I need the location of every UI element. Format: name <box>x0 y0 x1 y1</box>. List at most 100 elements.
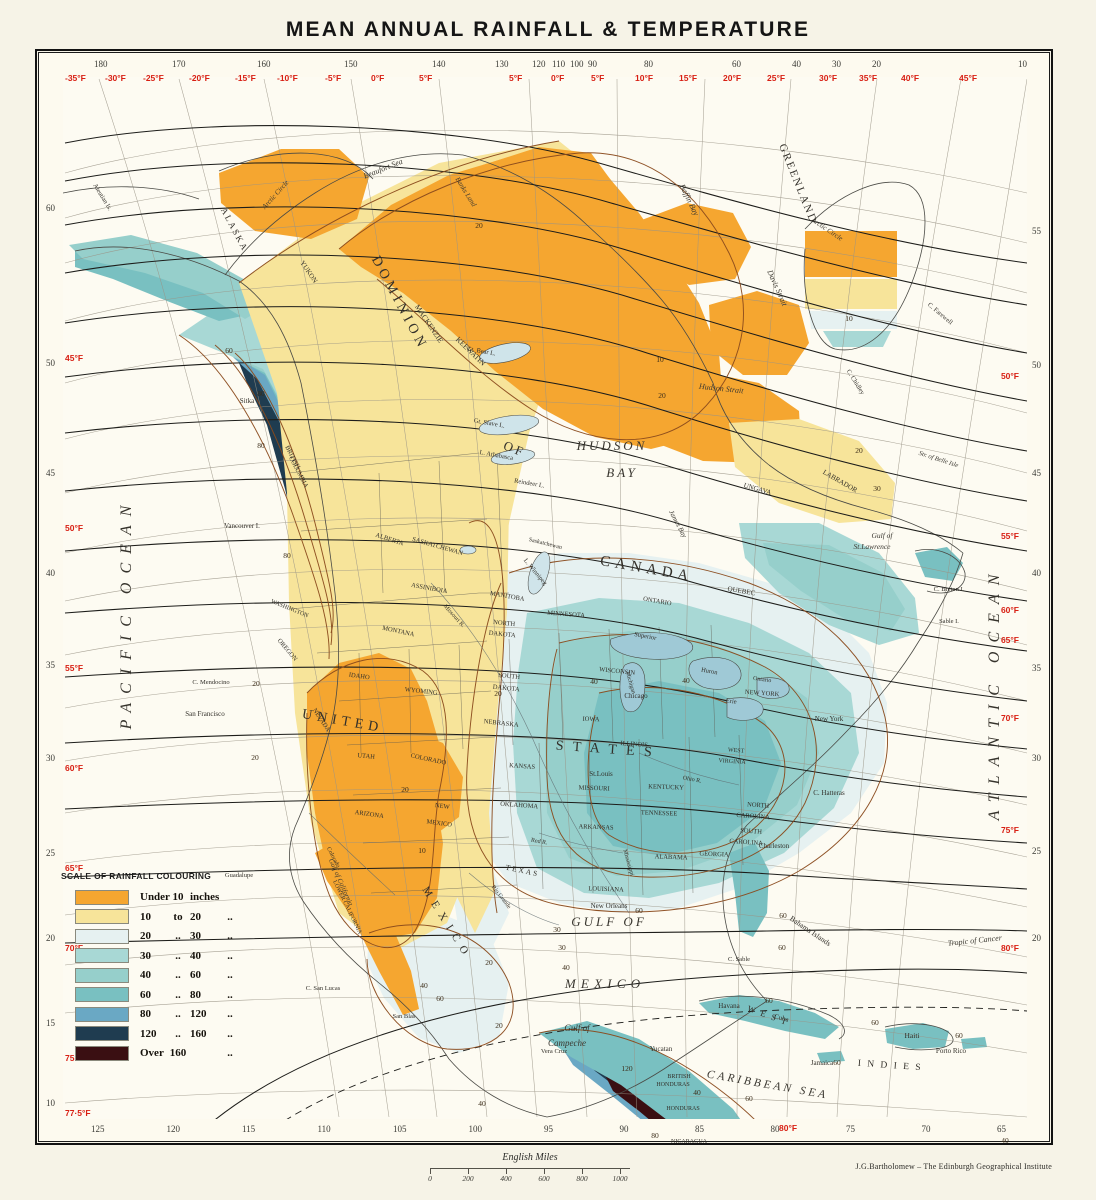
zone-canada-e-40 <box>763 543 905 631</box>
lon-label-top: 30 <box>832 59 841 69</box>
isotherm-label-left: 70°F <box>65 943 83 953</box>
legend-row: 40.. 60.. <box>53 966 258 986</box>
isotherm-label-top: -20°F <box>189 73 210 83</box>
legend-swatch <box>75 1045 129 1061</box>
scale-tick-label: 800 <box>576 1174 588 1183</box>
zone-samerica2 <box>899 1139 1027 1143</box>
map-neatline: PACIFIC OCEAN ATLANTIC OCEAN Beaufort Sea B… <box>35 49 1053 1145</box>
lat-label-left: 45 <box>46 468 55 478</box>
lon-label-bottom: 75 <box>846 1124 855 1134</box>
isotherm-label-top: -25°F <box>143 73 164 83</box>
lon-label-bottom: 95 <box>544 1124 553 1134</box>
scale-tick-label: 400 <box>500 1174 512 1183</box>
lon-label-top: 100 <box>570 59 584 69</box>
zone-u10-arctic2 <box>483 147 613 233</box>
lat-label-left: 50 <box>46 358 55 368</box>
legend-swatch <box>75 987 129 1003</box>
lon-label-bottom: 90 <box>619 1124 629 1134</box>
lat-label-left: 35 <box>46 660 55 670</box>
legend-row: Over 160.. <box>53 1044 258 1064</box>
isotherm-label-top: 40°F <box>901 73 920 83</box>
lon-label-top: 130 <box>495 59 509 69</box>
lon-label-bottom: 120 <box>166 1124 181 1134</box>
isotherm-label-left: 60°F <box>65 763 84 773</box>
isohyets <box>178 140 888 1119</box>
legend-label: Under 10 inches <box>140 891 220 904</box>
isotherm-label-left: 55°F <box>65 663 84 673</box>
scale-caption: English Miles <box>502 1152 558 1163</box>
isotherm-label-left: 65°F <box>65 863 84 873</box>
scale-tick <box>620 1169 621 1174</box>
zone-pr <box>961 1037 987 1049</box>
isotherm-label-top: 10°F <box>635 73 654 83</box>
lon-label-top: 180 <box>94 59 108 69</box>
lon-label-bottom: 70 <box>921 1124 931 1134</box>
isotherm-label-right: 80°F <box>1000 943 1019 953</box>
isotherm-label-top: -30°F <box>105 73 126 83</box>
scale-bar-graphic: 0 200 400 600 800 1000 <box>428 1168 630 1183</box>
isotherm-label-right: 60°F <box>1000 605 1019 615</box>
legend-label: Over 160.. <box>140 1047 233 1060</box>
legend-swatch <box>75 889 129 905</box>
zone-u10-arctic3 <box>639 203 751 285</box>
lon-label-top: 160 <box>257 59 271 69</box>
legend-row: Under 10 inches <box>53 888 258 908</box>
isotherm-label-right: 65°F <box>1000 635 1019 645</box>
legend-label: 40.. 60.. <box>140 969 233 982</box>
lat-label-right: 55 <box>1032 226 1041 236</box>
scale-tick <box>506 1169 507 1174</box>
lat-label-left: 40 <box>46 568 55 578</box>
lon-label-bottom: 85 <box>695 1124 704 1134</box>
legend-row: 80.. 120.. <box>53 1005 258 1025</box>
lat-label-left: 30 <box>46 753 55 763</box>
legend-row: 20.. 30.. <box>53 927 258 947</box>
page-title: MEAN ANNUAL RAINFALL & TEMPERATURE <box>285 18 811 41</box>
zone-u10-arctic <box>339 153 723 449</box>
zone-florida <box>729 843 769 937</box>
lon-label-top: 170 <box>172 59 186 69</box>
zone-greenland-20-30 <box>809 311 897 329</box>
zone-u10-alaska <box>219 149 369 239</box>
scale-tick <box>544 1169 545 1174</box>
lat-label-left: 15 <box>46 1018 55 1028</box>
scale-tick-label: 0 <box>428 1174 432 1183</box>
isotherm-label-top: -15°F <box>235 73 256 83</box>
zone-jamaica <box>817 1051 845 1063</box>
zone-alaska-pan2 <box>69 235 259 319</box>
lon-label-top: 120 <box>532 59 546 69</box>
isotherm-label-top: 0°F <box>551 73 565 83</box>
lon-label-top: 20 <box>872 59 881 69</box>
lon-label-top: 150 <box>344 59 358 69</box>
isotherm-label-top: 5°F <box>591 73 605 83</box>
isotherm-label-right: 75°F <box>1000 825 1019 835</box>
zone-u10-arctic4 <box>709 291 809 375</box>
isotherm-label-top: 35°F <box>859 73 878 83</box>
isotherm-label-right: 70°F <box>1000 713 1019 723</box>
isotherm-label-top: 5°F <box>509 73 523 83</box>
legend-swatch <box>75 948 129 964</box>
legend-label: 10 to 20.. <box>140 910 233 923</box>
rainfall-legend: SCALE OF RAINFALL COLOURING Under 10 inche… <box>53 871 258 1064</box>
legend-label: 30.. 40.. <box>140 949 233 962</box>
zone-60-80 <box>584 681 781 856</box>
lon-label-bottom: 65 <box>997 1124 1006 1134</box>
lat-label-right: 35 <box>1032 663 1041 673</box>
lon-label-top: 60 <box>732 59 741 69</box>
lon-label-top: 40 <box>792 59 801 69</box>
lon-label-bottom: 125 <box>91 1124 105 1134</box>
lon-label-bottom: 115 <box>242 1124 256 1134</box>
isotherm-label-left: 77·5°F <box>65 1108 91 1118</box>
isotherm-label-right: 50°F <box>1000 371 1019 381</box>
lat-label-right: 50 <box>1032 360 1041 370</box>
lon-label-top: 140 <box>432 59 446 69</box>
legend-row: 60.. 80.. <box>53 985 258 1005</box>
lat-label-left: 25 <box>46 848 55 858</box>
isotherm-label-top: -10°F <box>277 73 298 83</box>
lon-label-bottom: 80 <box>770 1124 780 1134</box>
lat-label-left: 20 <box>46 933 55 943</box>
big-lakes <box>459 342 551 595</box>
legend-title: SCALE OF RAINFALL COLOURING <box>61 870 212 881</box>
zone-u10-baja <box>315 839 419 1015</box>
legend-swatch <box>75 1026 129 1042</box>
